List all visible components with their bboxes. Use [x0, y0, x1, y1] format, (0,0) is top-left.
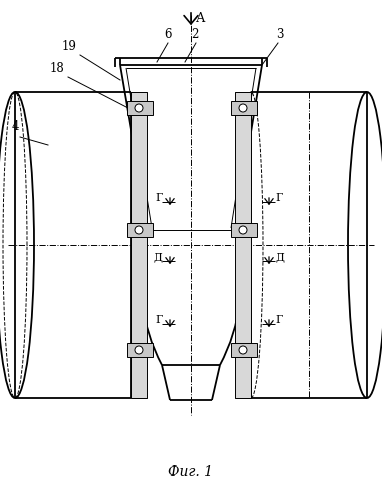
Bar	[235, 92, 251, 398]
Bar	[131, 92, 147, 398]
Text: 2: 2	[191, 28, 199, 41]
Bar	[231, 101, 257, 115]
Text: Фиг. 1: Фиг. 1	[168, 465, 214, 479]
Text: 6: 6	[164, 28, 172, 41]
Text: Г: Г	[275, 315, 282, 325]
Bar	[231, 343, 257, 357]
Text: Г: Г	[155, 315, 163, 325]
Circle shape	[135, 226, 143, 234]
Text: А: А	[196, 12, 206, 25]
Text: 19: 19	[62, 40, 77, 53]
Text: 4: 4	[12, 120, 19, 133]
Bar	[127, 343, 153, 357]
Bar	[231, 223, 257, 237]
Text: 3: 3	[276, 28, 284, 41]
Bar	[127, 101, 153, 115]
Circle shape	[239, 346, 247, 354]
Circle shape	[135, 104, 143, 112]
Circle shape	[239, 226, 247, 234]
Text: 18: 18	[50, 62, 65, 75]
Bar	[127, 223, 153, 237]
Text: Г: Г	[275, 193, 282, 203]
Circle shape	[239, 104, 247, 112]
Circle shape	[135, 346, 143, 354]
Text: Д: Д	[154, 252, 163, 262]
Text: Д: Д	[275, 252, 284, 262]
Text: Г: Г	[155, 193, 163, 203]
